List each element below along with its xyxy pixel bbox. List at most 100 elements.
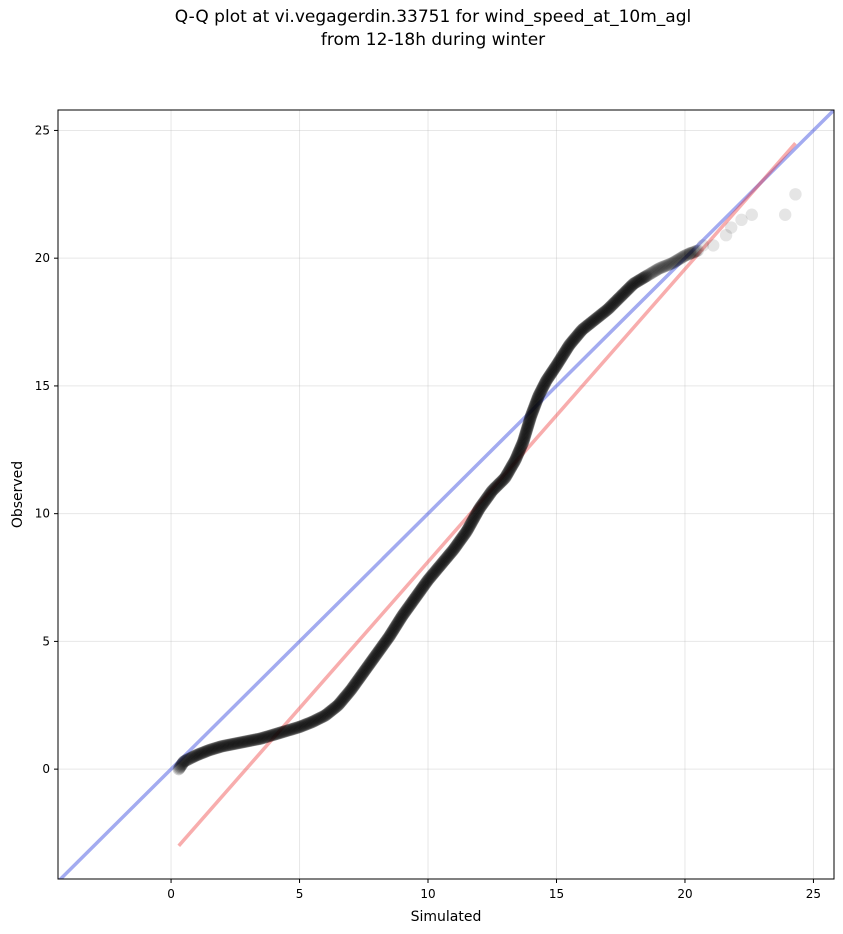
qq-point (413, 585, 427, 598)
qq-point (545, 365, 559, 379)
qq-point (499, 470, 512, 484)
qq-point (349, 676, 363, 689)
qq-point (496, 474, 509, 487)
qq-point (617, 286, 631, 300)
qq-point (573, 325, 587, 339)
qq-point (340, 688, 353, 702)
qq-point (317, 710, 330, 723)
qq-point (441, 550, 455, 563)
qq-point (412, 586, 426, 599)
qq-point (671, 253, 685, 266)
qq-point (183, 752, 196, 765)
qq-point (540, 373, 554, 386)
qq-point (653, 262, 666, 275)
qq-point (659, 259, 672, 273)
qq-point (341, 687, 354, 701)
qq-point (411, 588, 424, 601)
tick-layer: 0 5 10 15 20 25 0 5 10 15 20 25 (35, 123, 821, 901)
qq-point (536, 382, 549, 395)
qq-point (590, 311, 603, 325)
qq-point (606, 298, 619, 312)
qq-point (572, 327, 585, 341)
qq-point (410, 589, 424, 602)
qq-point (322, 706, 335, 720)
qq-point (514, 441, 528, 454)
qq-point (310, 713, 323, 727)
qq-point (523, 415, 536, 428)
qq-point (353, 671, 367, 684)
qq-point (389, 619, 403, 633)
qq-point (571, 328, 584, 342)
qq-point (489, 480, 503, 494)
qq-point (500, 468, 514, 481)
qq-point (460, 525, 473, 538)
qq-point (511, 448, 525, 461)
qq-point (254, 732, 267, 745)
qq-point (470, 506, 484, 519)
qq-point (363, 657, 376, 671)
qq-point (447, 543, 460, 556)
qq-point (655, 261, 669, 274)
qq-point (587, 314, 600, 327)
qq-point (176, 757, 189, 771)
qq-point (178, 754, 192, 768)
qq-point (533, 387, 546, 401)
qq-point (564, 336, 578, 350)
qq-point (329, 701, 342, 714)
qq-point (303, 716, 316, 730)
qq-point (552, 355, 566, 368)
qq-point (552, 356, 565, 369)
qq-point (585, 315, 598, 329)
qq-point (516, 437, 529, 450)
qq-point (395, 610, 409, 623)
qq-point (463, 518, 477, 532)
qq-point (293, 720, 307, 734)
qq-point (528, 399, 541, 413)
qq-point (276, 725, 289, 739)
qq-point (332, 698, 345, 711)
qq-point (426, 568, 439, 582)
qq-point (386, 625, 399, 638)
qq-point (623, 281, 636, 294)
qq-point (433, 559, 446, 573)
qq-point (376, 639, 390, 652)
qq-point (684, 247, 697, 260)
qq-point (683, 247, 696, 261)
qq-point (396, 609, 409, 622)
qq-point (557, 347, 571, 360)
qq-point (281, 724, 294, 737)
qq-point (624, 280, 637, 294)
qq-point (361, 659, 375, 673)
qq-point (528, 401, 541, 414)
qq-point (483, 487, 497, 500)
qq-point (454, 532, 468, 546)
qq-point (472, 504, 485, 517)
qq-point (355, 668, 369, 681)
qq-point (476, 497, 489, 511)
qq-point (211, 741, 225, 754)
qq-point (707, 239, 720, 252)
qq-point (559, 344, 573, 357)
qq-point (531, 391, 545, 404)
qq-point (415, 582, 429, 595)
qq-point (320, 708, 333, 721)
qq-point (203, 743, 216, 757)
qq-point (617, 287, 630, 301)
qq-point (461, 523, 474, 536)
qq-point (661, 258, 675, 272)
qq-point (505, 460, 518, 474)
qq-point (646, 265, 660, 279)
qq-point (192, 748, 205, 761)
qq-point (520, 424, 533, 437)
qq-point (270, 727, 283, 741)
qq-point (560, 343, 573, 356)
qq-point (568, 332, 581, 346)
qq-point (645, 266, 659, 280)
qq-point (559, 345, 572, 358)
chart-title-line2: from 12-18h during winter (320, 30, 546, 50)
qq-point (365, 654, 378, 668)
qq-point (368, 650, 381, 663)
qq-point (658, 260, 671, 273)
qq-point (457, 528, 471, 542)
qq-point (512, 446, 525, 460)
